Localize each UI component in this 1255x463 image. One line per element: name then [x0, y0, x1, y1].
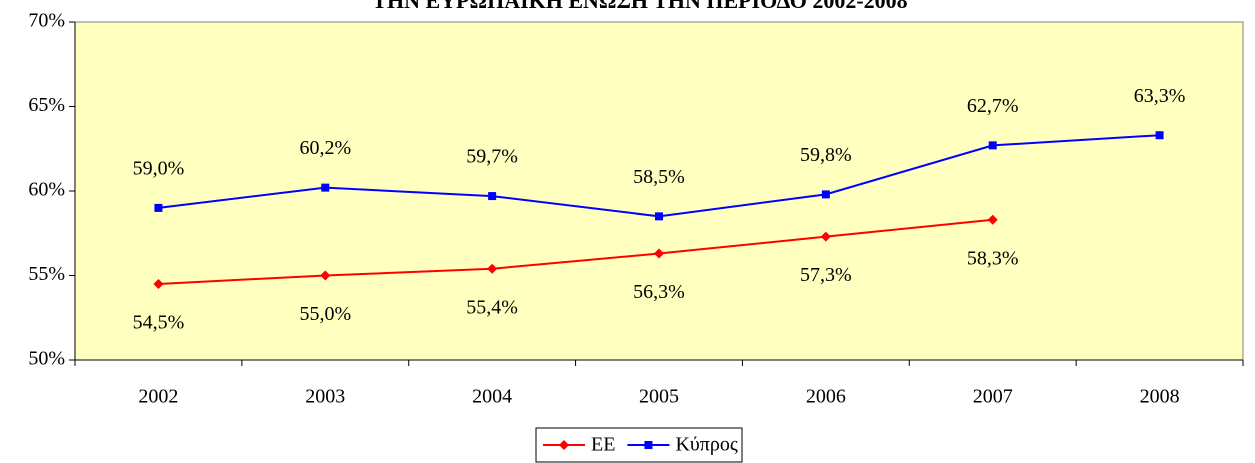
- marker: [1155, 131, 1164, 140]
- legend-label: Κύπρος: [675, 434, 737, 456]
- marker: [655, 212, 663, 221]
- x-tick-label: 2006: [806, 386, 846, 408]
- marker: [153, 278, 164, 289]
- marker: [154, 203, 163, 212]
- y-tick-label: 60%: [28, 179, 65, 201]
- data-label: 54,5%: [133, 312, 185, 334]
- marker: [987, 214, 998, 225]
- y-tick-label: 55%: [28, 263, 65, 285]
- chart-title: ΤΗΝ ΕΥΡΩΠΑΪΚΗ ΕΝΩΣΗ ΤΗΝ ΠΕΡΙΟΔΟ 2002-200…: [372, 0, 907, 13]
- data-label: 59,7%: [466, 146, 518, 168]
- plot-area: [74, 21, 1244, 361]
- data-label: 63,3%: [1134, 85, 1186, 107]
- y-tick-label: 65%: [28, 94, 65, 116]
- data-label: 59,8%: [800, 144, 852, 166]
- marker: [487, 263, 498, 274]
- data-label: 62,7%: [967, 95, 1019, 117]
- x-tick-label: 2004: [472, 386, 512, 408]
- y-tick-label: 70%: [28, 10, 65, 32]
- marker: [644, 441, 653, 449]
- data-label: 56,3%: [633, 281, 685, 303]
- x-tick-label: 2008: [1140, 386, 1180, 408]
- marker: [320, 270, 331, 281]
- data-label: 58,5%: [633, 166, 685, 188]
- marker: [820, 231, 831, 242]
- data-label: 55,4%: [466, 296, 518, 318]
- legend: ΕΕ Κύπρος: [535, 427, 743, 463]
- data-label: 58,3%: [967, 247, 1019, 269]
- x-tick-label: 2007: [973, 386, 1013, 408]
- y-tick-label: 50%: [28, 348, 65, 370]
- series-line: [158, 218, 993, 285]
- x-tick-label: 2002: [138, 386, 178, 408]
- data-label: 59,0%: [133, 157, 185, 179]
- marker: [988, 141, 997, 150]
- marker: [821, 190, 830, 199]
- x-tick-label: 2003: [305, 386, 345, 408]
- marker: [488, 192, 497, 201]
- marker: [559, 440, 569, 450]
- x-tick-label: 2005: [639, 386, 679, 408]
- data-label: 55,0%: [299, 303, 351, 325]
- data-label: 57,3%: [800, 264, 852, 286]
- marker: [321, 183, 330, 192]
- data-label: 60,2%: [299, 137, 351, 159]
- legend-label: ΕΕ: [591, 434, 615, 456]
- marker: [654, 248, 664, 259]
